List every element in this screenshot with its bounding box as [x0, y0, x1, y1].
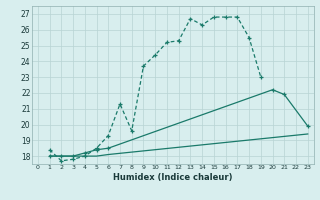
X-axis label: Humidex (Indice chaleur): Humidex (Indice chaleur) — [113, 173, 233, 182]
